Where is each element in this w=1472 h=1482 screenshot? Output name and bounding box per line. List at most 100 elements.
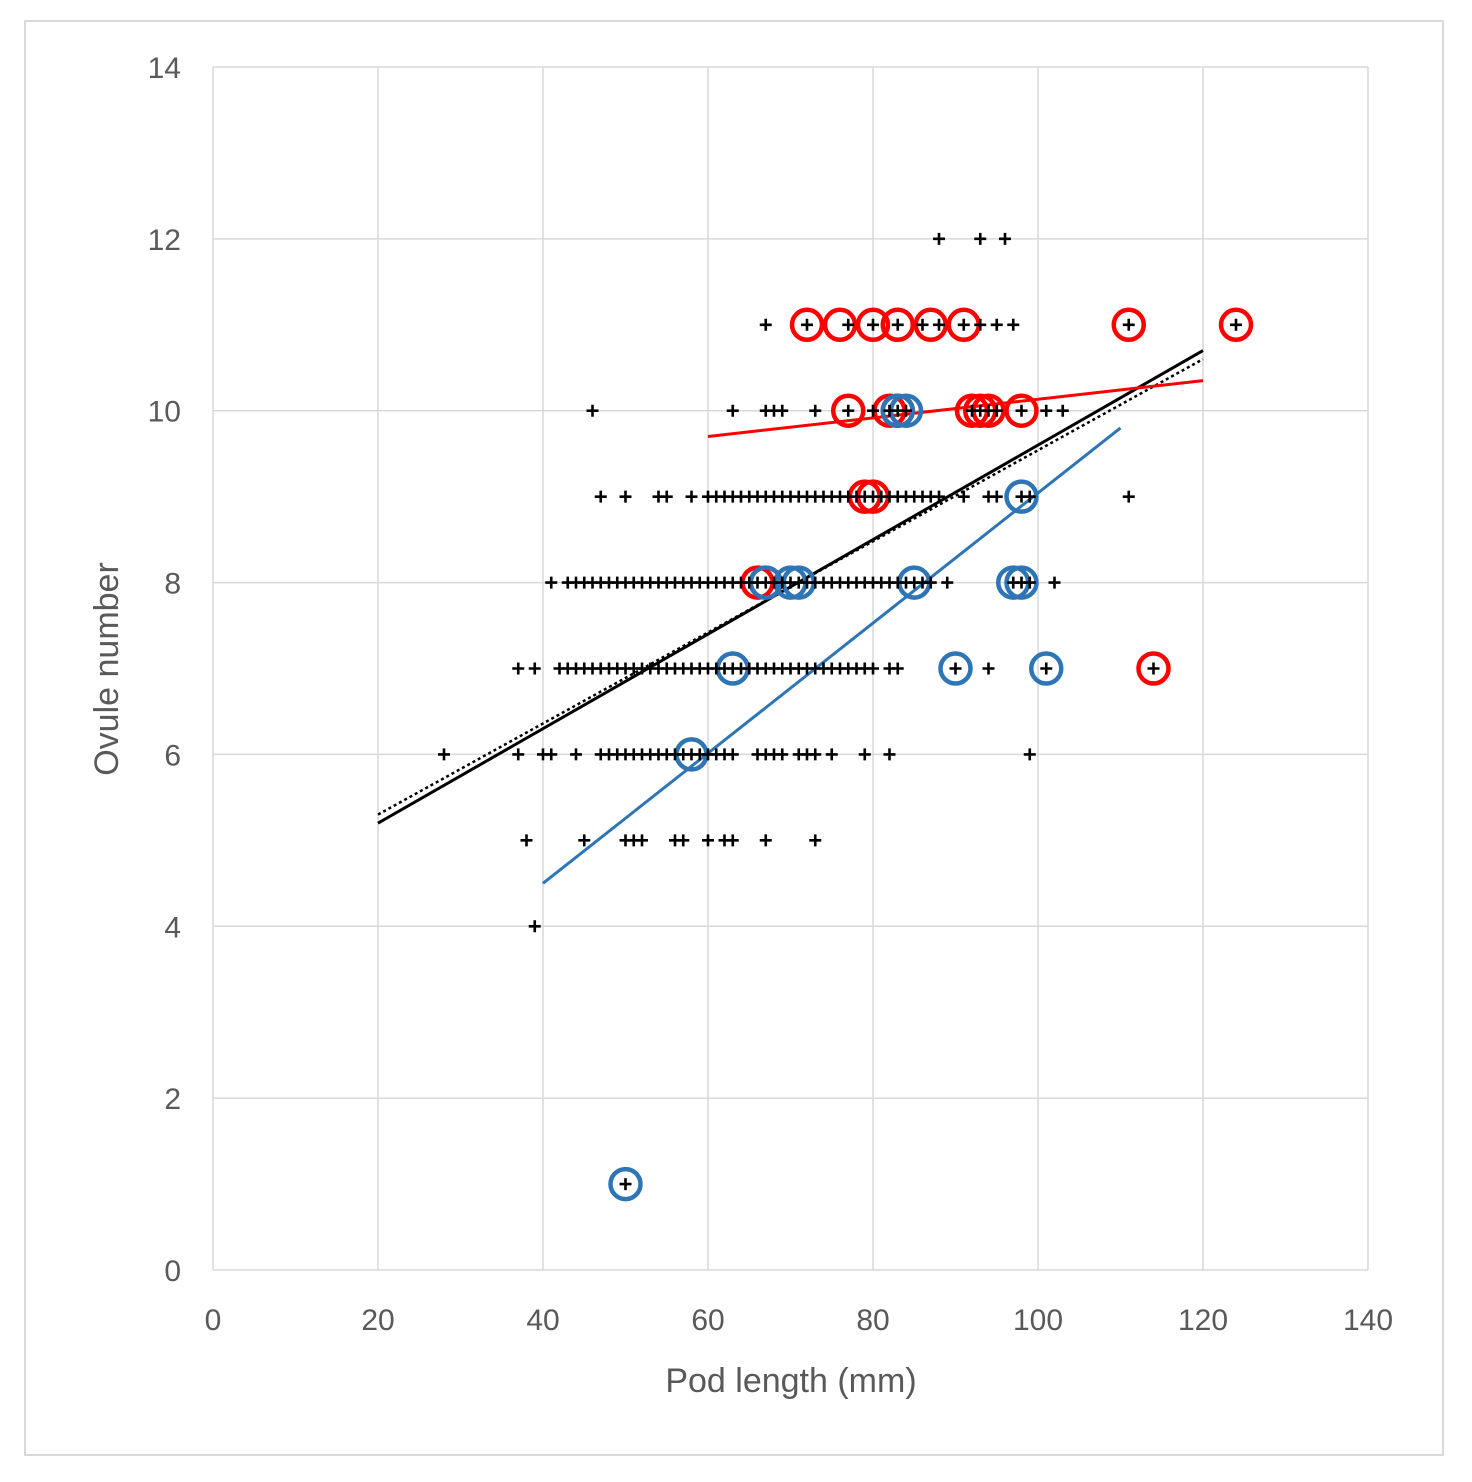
plus-marker: [619, 1178, 632, 1191]
x-axis-title: Pod length (mm): [665, 1362, 916, 1400]
plus-marker: [1007, 318, 1020, 331]
plus-marker: [1040, 404, 1053, 417]
x-tick-label: 100: [1013, 1304, 1063, 1337]
plus-marker: [1023, 748, 1036, 761]
plus-marker: [990, 490, 1003, 503]
plus-marker: [900, 404, 912, 417]
trendline-all-pods-trend-dotted-: [377, 358, 1204, 816]
plus-marker: [949, 662, 962, 675]
red-circle-marker: [789, 307, 825, 343]
y-tick-labels: 0 2 4 6 8 10 12 14: [148, 52, 181, 1288]
trendline-blue-trend: [542, 426, 1122, 885]
x-tick-label: 80: [856, 1304, 889, 1337]
plus-marker: [512, 662, 525, 675]
chart-frame: [24, 20, 1444, 1456]
trendlines: [377, 349, 1204, 885]
plus-marker: [578, 834, 591, 847]
plus-marker: [825, 748, 838, 761]
plus-points: [438, 232, 1242, 1191]
plus-marker: [809, 404, 822, 417]
plus-marker: [941, 576, 954, 589]
x-tick-label: 60: [691, 1304, 724, 1337]
plus-marker: [776, 404, 789, 417]
plus-marker: [801, 318, 813, 331]
plus-marker: [924, 576, 937, 589]
plus-marker: [570, 748, 582, 761]
blue-circle-marker: [1004, 479, 1039, 514]
plus-marker: [726, 404, 739, 417]
plus-marker: [660, 490, 673, 503]
x-tick-label: 20: [361, 1304, 394, 1337]
plus-marker: [1023, 490, 1036, 503]
plus-marker: [1015, 404, 1028, 417]
plus-marker: [916, 318, 929, 331]
plus-marker: [520, 834, 533, 847]
red-circle-marker: [1004, 393, 1039, 428]
red-circle-marker: [913, 307, 948, 343]
plus-marker: [702, 834, 714, 847]
gridlines: [212, 66, 1369, 1271]
blue-circle-marker: [1029, 651, 1064, 686]
plus-marker: [891, 662, 904, 675]
y-tick-label: 0: [164, 1255, 181, 1288]
plus-marker: [528, 920, 541, 933]
x-tick-labels: 0 20 40 60 80 100 120 140: [205, 1304, 1393, 1337]
plus-marker: [1122, 318, 1135, 331]
plus-marker: [842, 318, 855, 331]
plus-marker: [685, 490, 698, 503]
x-tick-label: 120: [1178, 1304, 1228, 1337]
red-circle-marker: [1218, 307, 1254, 343]
red-circle-marker: [1111, 307, 1146, 343]
plus-marker: [933, 232, 945, 245]
y-tick-label: 10: [148, 396, 181, 429]
plus-marker: [545, 748, 558, 761]
plus-marker: [999, 232, 1011, 245]
red-circle-marker: [822, 307, 858, 343]
plus-marker: [594, 490, 607, 503]
plus-marker: [776, 748, 789, 761]
y-tick-label: 12: [148, 224, 181, 257]
plus-marker: [883, 748, 896, 761]
plus-marker: [586, 404, 599, 417]
red-circle-marker: [1136, 651, 1171, 686]
plus-marker: [933, 490, 945, 503]
y-tick-label: 2: [164, 1083, 181, 1116]
plus-marker: [512, 748, 525, 761]
plus-marker: [974, 318, 987, 331]
y-tick-label: 4: [164, 911, 181, 944]
red-circle-marker: [855, 307, 891, 343]
plus-marker: [1147, 662, 1160, 675]
plus-marker: [990, 318, 1003, 331]
plus-marker: [858, 748, 871, 761]
plus-marker: [982, 662, 995, 675]
blue-circle-marker: [1004, 565, 1039, 600]
x-tick-label: 0: [205, 1304, 222, 1337]
plus-marker: [726, 748, 739, 761]
plus-marker: [842, 404, 855, 417]
y-tick-label: 14: [148, 52, 181, 85]
red-circle-marker: [880, 307, 915, 343]
x-tick-label: 40: [526, 1304, 559, 1337]
plus-marker: [759, 318, 772, 331]
plus-marker: [619, 490, 632, 503]
blue-circle-marker: [608, 1166, 643, 1202]
plus-marker: [809, 748, 822, 761]
plus-marker: [1048, 576, 1061, 589]
plus-marker: [1122, 490, 1135, 503]
plus-marker: [1056, 404, 1069, 417]
plus-marker: [990, 404, 1003, 417]
plus-marker: [1230, 318, 1242, 331]
x-tick-label: 140: [1343, 1304, 1393, 1337]
y-tick-label: 6: [164, 739, 181, 772]
red-circle-marker: [831, 393, 866, 428]
plus-marker: [867, 662, 879, 675]
plus-marker: [974, 232, 987, 245]
plus-marker: [636, 834, 648, 847]
plus-marker: [759, 834, 772, 847]
plus-marker: [867, 404, 879, 417]
plus-marker: [891, 318, 904, 331]
plus-marker: [438, 748, 450, 761]
plus-marker: [957, 318, 970, 331]
y-axis-title: Ovule number: [88, 562, 126, 776]
